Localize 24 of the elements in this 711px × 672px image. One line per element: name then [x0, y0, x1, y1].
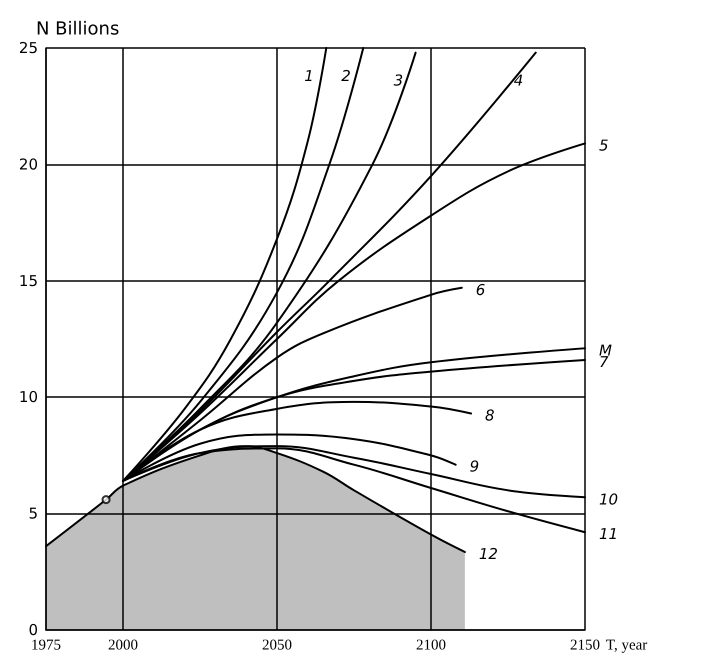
series-label: 1 — [304, 67, 314, 85]
x-tick-label: 2050 — [262, 638, 292, 654]
x-axis-title: T, year — [606, 638, 648, 654]
y-tick-label: 20 — [18, 155, 38, 174]
y-tick-label: 0 — [28, 621, 38, 639]
series-label: 3 — [394, 72, 404, 90]
y-tick-label: 10 — [18, 388, 38, 406]
series-label: 10 — [599, 490, 618, 508]
x-tick-label: 2150 — [570, 638, 600, 654]
series-label: 2 — [341, 67, 351, 85]
series-label: 5 — [599, 136, 609, 154]
series-label: 6 — [476, 280, 486, 299]
x-tick-label: 2000 — [108, 638, 138, 654]
y-tick-label: 5 — [28, 504, 38, 523]
y-tick-label: 15 — [18, 272, 38, 290]
y-tick-label: 25 — [18, 39, 38, 57]
series-label: 8 — [485, 406, 495, 424]
series-label: 4 — [514, 72, 524, 90]
y-axis-title: N Billions — [36, 18, 120, 40]
series-label: 12 — [478, 545, 498, 564]
series-label: 11 — [599, 525, 618, 544]
x-tick-label: 2100 — [416, 638, 446, 654]
x-tick-label: 1975 — [31, 638, 61, 654]
series-label: 9 — [470, 458, 480, 476]
